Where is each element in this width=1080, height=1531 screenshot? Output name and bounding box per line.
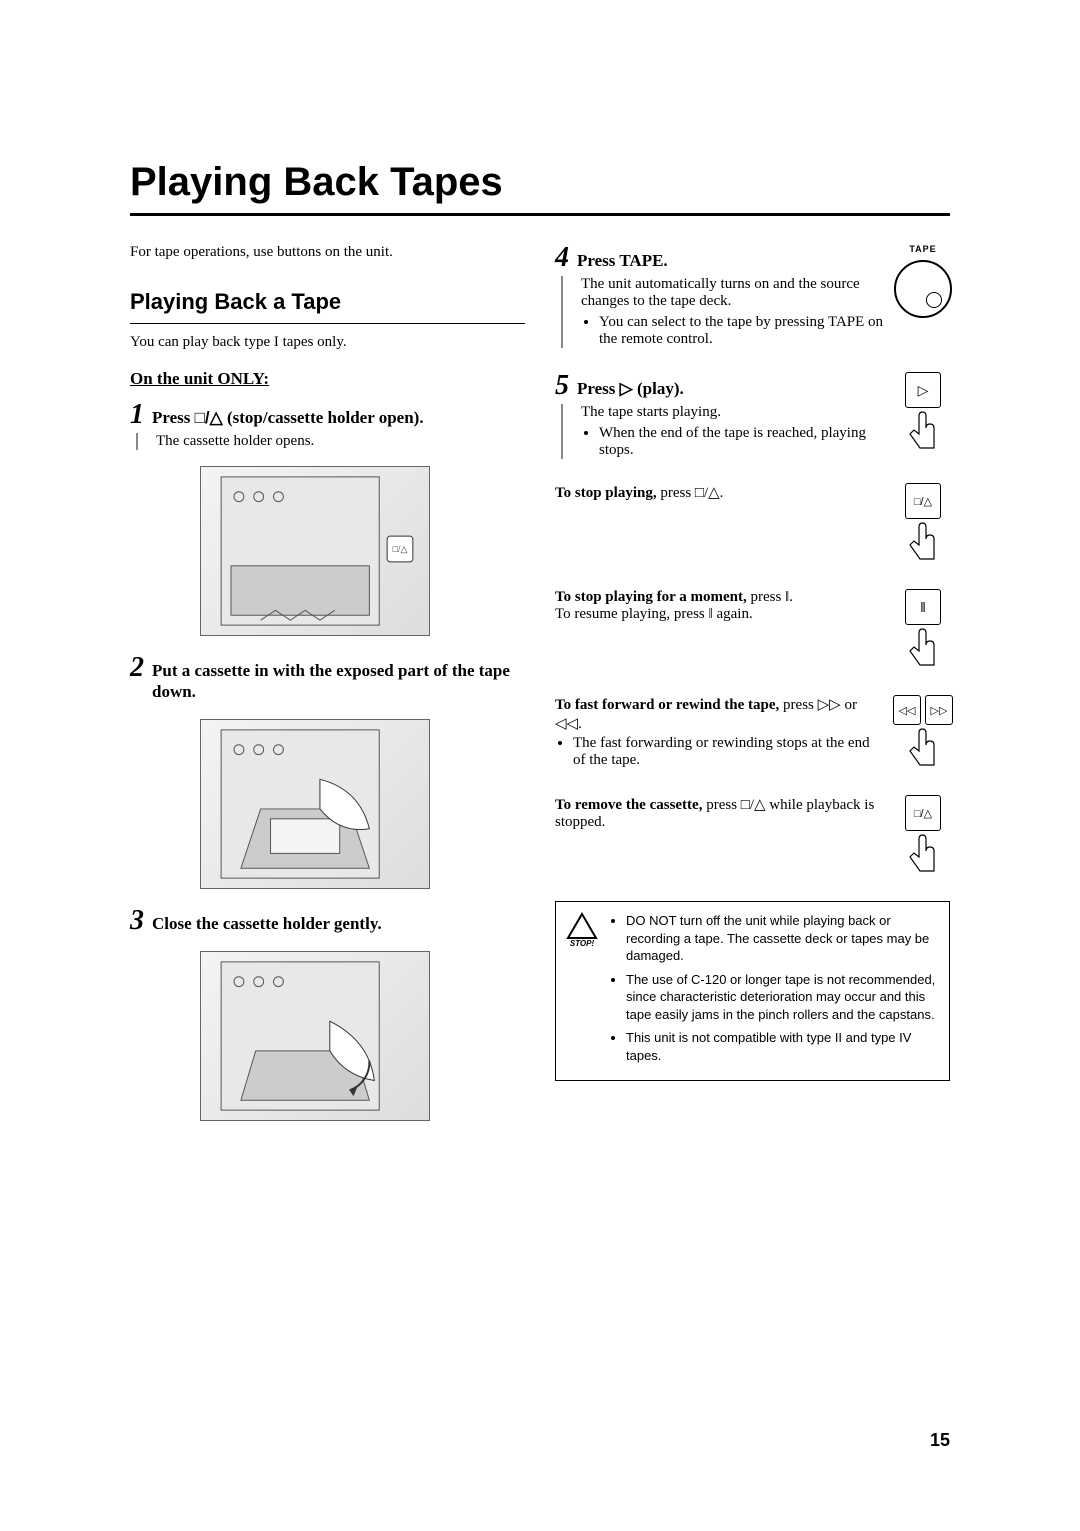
step-2: 2 Put a cassette in with the exposed par… (130, 654, 525, 703)
op-ffwd-bold: To fast forward or rewind the tape, (555, 697, 779, 713)
step-1-body-text: The cassette holder opens. (156, 433, 525, 450)
op-stop: To stop playing, press □/△. □/△ (555, 483, 950, 565)
ffwd-rew-button-illustration: ◁◁ ▷▷ (896, 695, 950, 771)
play-button-icon: ▷ (905, 372, 941, 408)
right-column: 4 Press TAPE. The unit automatically tur… (555, 244, 950, 1139)
svg-text:□/△: □/△ (393, 544, 408, 554)
content-columns: For tape operations, use buttons on the … (130, 244, 950, 1139)
figure-close-holder (200, 951, 430, 1121)
step-1-title-a: Press (152, 408, 195, 427)
section-rule (130, 323, 525, 324)
figure-open-holder: □/△ (200, 466, 430, 636)
remove-button-illustration: □/△ (896, 795, 950, 877)
stop-button-illustration: □/△ (896, 483, 950, 565)
hand-press-icon (901, 410, 945, 454)
stop-warning-icon: STOP! (566, 912, 598, 1070)
play-symbol: ▷ (620, 379, 633, 398)
step-5-body-text: The tape starts playing. (581, 404, 884, 421)
stop-eject-button-icon: □/△ (905, 483, 941, 519)
intro-text: For tape operations, use buttons on the … (130, 244, 525, 261)
unit-only-heading: On the unit ONLY: (130, 369, 525, 389)
step-5: 5 Press ▷ (play). The tape starts playin… (555, 372, 950, 459)
ffwd-button-icon: ▷▷ (925, 695, 953, 725)
step-1-number: 1 (130, 401, 144, 429)
step-1-body: The cassette holder opens. (136, 433, 525, 450)
tape-button-illustration: TAPE (896, 244, 950, 318)
left-column: For tape operations, use buttons on the … (130, 244, 525, 1139)
op-ffwd-rew: To fast forward or rewind the tape, pres… (555, 695, 950, 771)
play-button-illustration: ▷ (896, 372, 950, 454)
step-4-title: Press TAPE. (577, 250, 668, 271)
step-4-body: The unit automatically turns on and the … (561, 276, 884, 348)
stop-eject-symbol: □/△ (195, 408, 223, 427)
stop-eject-button-icon: □/△ (905, 795, 941, 831)
op-pause-bold: To stop playing for a moment, (555, 589, 747, 605)
pause-button-icon: ‖ (905, 589, 941, 625)
caution-item-2: The use of C-120 or longer tape is not r… (626, 971, 937, 1024)
step-5-bullet: When the end of the tape is reached, pla… (599, 425, 884, 459)
op-ffwd-bullet: The fast forwarding or rewinding stops a… (573, 735, 884, 769)
step-1: 1 Press □/△ (stop/cassette holder open).… (130, 401, 525, 450)
svg-text:STOP!: STOP! (570, 939, 595, 948)
rewind-button-icon: ◁◁ (893, 695, 921, 725)
step-3-title: Close the cassette holder gently. (152, 913, 382, 934)
step-2-title: Put a cassette in with the exposed part … (152, 660, 525, 703)
op-pause: To stop playing for a moment, press ‖. T… (555, 589, 950, 671)
step-3: 3 Close the cassette holder gently. (130, 907, 525, 935)
hand-press-icon (901, 627, 945, 671)
op-pause-rest: press ‖. (747, 589, 793, 605)
step-3-number: 3 (130, 907, 144, 935)
figure-insert-cassette (200, 719, 430, 889)
step-5-title-b: (play). (633, 379, 684, 398)
step-1-title-b: (stop/cassette holder open). (223, 408, 424, 427)
step-5-title: Press ▷ (play). (577, 378, 684, 399)
op-stop-bold: To stop playing, (555, 485, 657, 501)
tape-button-label: TAPE (909, 244, 936, 254)
caution-box: STOP! DO NOT turn off the unit while pla… (555, 901, 950, 1081)
tape-type-note: You can play back type I tapes only. (130, 334, 525, 351)
step-5-title-a: Press (577, 379, 620, 398)
step-2-number: 2 (130, 654, 144, 682)
tape-button-icon (894, 260, 952, 318)
section-title: Playing Back a Tape (130, 289, 525, 319)
step-4-bullet: You can select to the tape by pressing T… (599, 314, 884, 348)
step-4-number: 4 (555, 244, 569, 272)
page-number: 15 (930, 1430, 950, 1451)
hand-press-icon (901, 727, 945, 771)
step-5-body: The tape starts playing. When the end of… (561, 404, 884, 459)
step-4-body-text: The unit automatically turns on and the … (581, 276, 884, 310)
hand-press-icon (901, 833, 945, 877)
step-4: 4 Press TAPE. The unit automatically tur… (555, 244, 950, 348)
hand-press-icon (901, 521, 945, 565)
pause-button-illustration: ‖ (896, 589, 950, 671)
op-remove: To remove the cassette, press □/△ while … (555, 795, 950, 877)
caution-item-3: This unit is not compatible with type II… (626, 1029, 937, 1064)
op-stop-rest: press □/△. (657, 485, 724, 501)
page-title: Playing Back Tapes (130, 160, 950, 216)
step-5-number: 5 (555, 372, 569, 400)
op-remove-bold: To remove the cassette, (555, 797, 702, 813)
caution-item-1: DO NOT turn off the unit while playing b… (626, 912, 937, 965)
caution-list: DO NOT turn off the unit while playing b… (608, 912, 937, 1070)
op-pause-line2: To resume playing, press ‖ again. (555, 606, 884, 623)
step-1-title: Press □/△ (stop/cassette holder open). (152, 407, 424, 428)
